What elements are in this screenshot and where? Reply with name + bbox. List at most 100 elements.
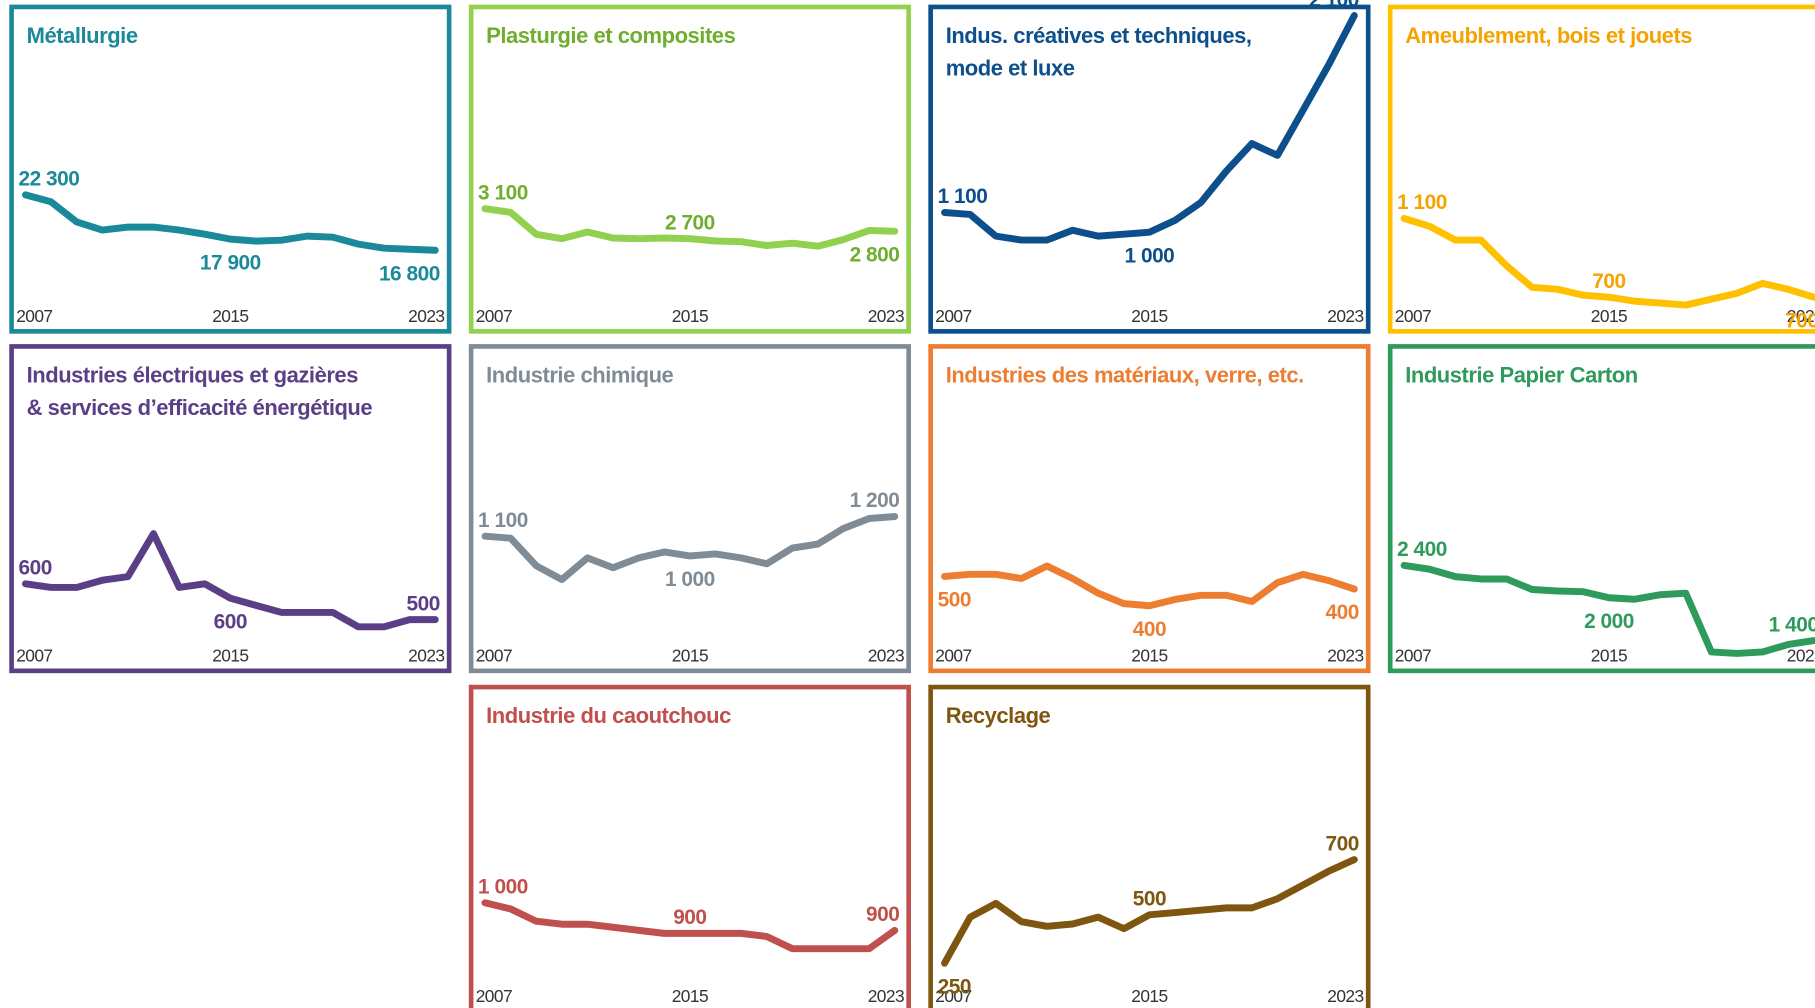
value-label: 16 800: [379, 262, 440, 285]
x-tick-label: 2015: [672, 306, 708, 326]
series-line: [941, 562, 1358, 610]
panel-title: Ameublement, bois et jouets: [1405, 23, 1692, 48]
value-label: 22 300: [19, 168, 80, 191]
value-label: 2 100: [1309, 0, 1359, 11]
value-label: 1 000: [478, 876, 528, 899]
panel: Industries électriques et gazières & serv…: [9, 344, 452, 674]
value-label: 500: [938, 589, 971, 612]
panel: Recyclage 2007 2015 2023 250 500 700: [928, 684, 1371, 1008]
value-label: 1 000: [1125, 244, 1175, 267]
value-label: 3 100: [478, 181, 528, 204]
value-label: 700: [1592, 270, 1625, 293]
x-tick-label: 2023: [1787, 306, 1815, 326]
x-tick-label: 2007: [476, 306, 512, 326]
panel: Industrie Papier Carton 2007 2015 2023 2 400…: [1387, 344, 1815, 674]
value-label: 2 000: [1584, 610, 1634, 633]
value-label: 900: [866, 903, 899, 926]
x-tick-label: 2015: [672, 646, 708, 666]
value-label: 250: [938, 975, 971, 998]
value-label: 1 000: [665, 568, 715, 591]
panel: Plasturgie et composites 2007 2015 2023 3 10…: [468, 4, 911, 334]
panel-frame: [928, 4, 1371, 334]
value-label: 1 100: [478, 509, 528, 532]
panel-title: Industrie du caoutchouc: [486, 703, 731, 728]
panel-frame: [468, 684, 911, 1008]
series-line: [481, 205, 899, 250]
x-tick-label: 2015: [1591, 646, 1627, 666]
value-label: 1 100: [938, 185, 988, 208]
x-tick-label: 2015: [1131, 986, 1167, 1006]
value-label: 1 200: [850, 489, 900, 512]
panel-frame: [9, 344, 452, 674]
value-label: 2 400: [1397, 538, 1447, 561]
x-tick-label: 2015: [1131, 646, 1167, 666]
series-line: [941, 12, 1358, 244]
x-tick-label: 2015: [1131, 306, 1167, 326]
panel-frame: [928, 684, 1371, 1008]
panel-frame: [1387, 4, 1815, 334]
series-line: [21, 530, 439, 631]
panel-title: & services d’efficacité énergétique: [27, 395, 373, 420]
series-line: [481, 513, 899, 584]
value-label: 500: [407, 592, 440, 615]
x-tick-label: 2007: [935, 986, 971, 1006]
panel: Industrie chimique 2007 2015 2023 1 100 1 000…: [468, 344, 911, 674]
x-tick-label: 2023: [1327, 986, 1363, 1006]
panel: Ameublement, bois et jouets 2007 2015 2023 1…: [1387, 4, 1815, 334]
value-label: 2 700: [665, 211, 715, 234]
value-label: 900: [673, 906, 706, 929]
panel-title: Industrie Papier Carton: [1405, 362, 1638, 387]
x-tick-label: 2023: [1787, 646, 1815, 666]
panel-frame: [928, 344, 1371, 674]
panel-title: Indus. créatives et techniques,: [946, 23, 1252, 48]
value-label: 17 900: [200, 251, 261, 274]
value-label: 700: [1785, 309, 1815, 332]
x-tick-label: 2007: [1395, 646, 1431, 666]
x-tick-label: 2023: [868, 646, 904, 666]
x-tick-label: 2015: [1591, 306, 1627, 326]
series-line: [21, 191, 439, 254]
panel-title: Plasturgie et composites: [486, 23, 735, 48]
panel-frame: [1387, 344, 1815, 674]
x-tick-label: 2007: [16, 306, 52, 326]
value-label: 400: [1326, 601, 1359, 624]
panel: Métallurgie 2007 2015 2023 22 300 17 900 16 80…: [9, 4, 452, 334]
x-tick-label: 2023: [868, 306, 904, 326]
x-tick-label: 2007: [476, 646, 512, 666]
panel: Industries des matériaux, verre, etc. 200…: [928, 344, 1371, 674]
x-tick-label: 2023: [1327, 646, 1363, 666]
panel-title: Industries électriques et gazières: [27, 362, 359, 387]
x-tick-label: 2015: [672, 986, 708, 1006]
panel-frame: [9, 4, 452, 334]
value-label: 1 100: [1397, 191, 1447, 214]
x-tick-label: 2007: [935, 646, 971, 666]
panel-title: Recyclage: [946, 703, 1051, 728]
x-tick-label: 2023: [408, 646, 444, 666]
panel-title: Industrie chimique: [486, 362, 673, 387]
panel-title: Métallurgie: [27, 23, 138, 48]
panel-frame: [468, 4, 911, 334]
series-line: [1400, 214, 1815, 309]
x-tick-label: 2007: [1395, 306, 1431, 326]
value-label: 500: [1133, 888, 1166, 911]
value-label: 400: [1133, 618, 1166, 641]
value-label: 600: [214, 610, 247, 633]
value-label: 600: [19, 557, 52, 580]
x-tick-label: 2007: [476, 986, 512, 1006]
panel-title: mode et luxe: [946, 55, 1075, 80]
x-tick-label: 2015: [212, 306, 248, 326]
panel: Indus. créatives et techniques, mode et l…: [928, 0, 1371, 334]
x-tick-label: 2007: [16, 646, 52, 666]
panel-title: Industries des matériaux, verre, etc.: [946, 362, 1304, 387]
value-label: 1 400: [1769, 613, 1815, 636]
x-tick-label: 2007: [935, 306, 971, 326]
x-tick-label: 2015: [212, 646, 248, 666]
x-tick-label: 2023: [868, 986, 904, 1006]
series-line: [1400, 561, 1815, 657]
panel: Industrie du caoutchouc 2007 2015 2023 1 000…: [468, 684, 911, 1008]
x-tick-label: 2023: [408, 306, 444, 326]
value-label: 700: [1326, 832, 1359, 855]
panel-frame: [468, 344, 911, 674]
